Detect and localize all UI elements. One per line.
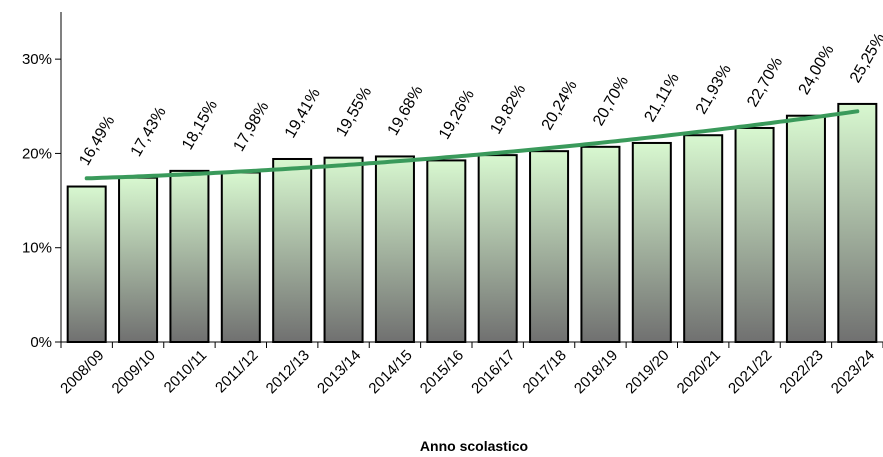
x-tick-label: 2015/16 [417,347,467,397]
data-label: 17,43% [128,104,170,159]
bar [272,157,313,343]
trendline [84,109,860,181]
data-label: 19,68% [385,83,427,138]
x-tick-label: 2022/23 [776,347,826,397]
bar [785,114,826,344]
x-tick-label: 2019/20 [622,347,672,397]
bar [683,134,724,343]
x-tick-label: 2010/11 [161,347,211,397]
bar [169,169,210,343]
data-label: 20,70% [590,73,632,128]
data-label: 17,98% [231,99,273,154]
x-axis-title: Anno scolastico [420,438,528,454]
x-tick-label: 2023/24 [828,347,878,397]
y-tick-label: 0% [30,334,52,351]
data-label: 22,70% [744,54,786,109]
y-tick-label: 30% [22,51,52,68]
data-label: 19,41% [282,85,324,140]
x-tick-label: 2012/13 [263,347,313,397]
x-tick-label: 2021/22 [725,347,775,397]
bar [323,156,364,343]
bar [837,102,878,343]
x-tick-label: 2016/17 [468,347,518,397]
y-tick-label: 20% [22,145,52,162]
bar [426,159,467,343]
bar [580,145,621,343]
bar [66,185,107,343]
x-tick-label: 2008/09 [57,347,107,397]
data-label: 24,00% [796,42,838,97]
data-label: 19,26% [436,87,478,142]
x-tick-label: 2011/12 [212,347,262,397]
trend-line [84,109,860,181]
data-label: 21,11% [642,70,683,124]
y-tick-label: 10% [22,240,52,257]
x-tick-label: 2018/19 [571,347,621,397]
y-axis: 0% 10% 20% 30% [22,12,62,351]
bar [631,141,672,343]
data-label: 18,15% [179,97,221,152]
data-label: 16,49% [76,113,118,168]
bar [734,126,775,343]
bar [477,154,518,343]
bar [374,155,415,343]
bars [66,102,878,344]
bar [220,171,261,343]
data-label: 19,55% [333,84,375,139]
x-tick-label: 2009/10 [109,347,159,397]
bar [118,176,159,343]
x-tick-label: 2014/15 [365,347,415,397]
bar [529,150,570,343]
data-label: 25,25% [847,30,883,85]
x-tick-label: 2020/21 [674,347,724,397]
x-tick-label: 2017/18 [520,347,570,397]
x-tick-label: 2013/14 [314,347,364,397]
data-label: 20,24% [539,78,581,133]
data-label: 19,82% [487,82,529,137]
x-axis: 2008/09 2009/10 2010/11 2011/12 2012/13 2013/… [57,341,883,397]
data-label: 21,93% [693,62,735,117]
